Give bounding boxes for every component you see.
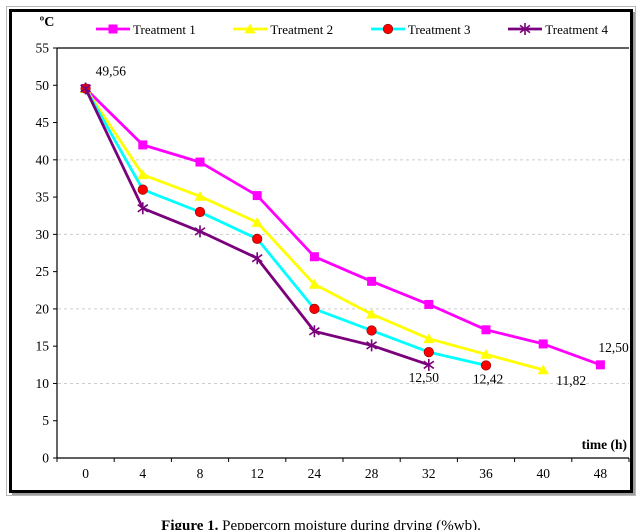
asterisk-marker-icon — [508, 23, 543, 35]
legend-label: Treatment 1 — [133, 21, 196, 37]
legend-label: Treatment 3 — [407, 21, 471, 37]
legend-item-treatment-1: Treatment 1 — [95, 22, 196, 36]
legend-item-treatment-3: Treatment 3 — [370, 22, 471, 36]
chart-frame — [6, 6, 636, 496]
chart-legend: Treatment 1 Treatment 2 Treatment 3 Treatme… — [95, 19, 608, 39]
figure-caption: Figure 1. Peppercorn moisture during dry… — [0, 517, 642, 530]
triangle-marker-icon — [233, 23, 268, 34]
legend-item-treatment-2: Treatment 2 — [232, 22, 333, 36]
legend-item-treatment-4: Treatment 4 — [507, 22, 608, 36]
square-marker-icon — [96, 24, 130, 34]
circle-marker-icon — [370, 23, 405, 35]
figure-caption-text: Peppercorn moisture during drying (%wb). — [218, 518, 481, 530]
legend-label: Treatment 4 — [545, 21, 608, 37]
figure-caption-label: Figure 1. — [161, 518, 219, 530]
legend-label: Treatment 2 — [270, 21, 334, 37]
